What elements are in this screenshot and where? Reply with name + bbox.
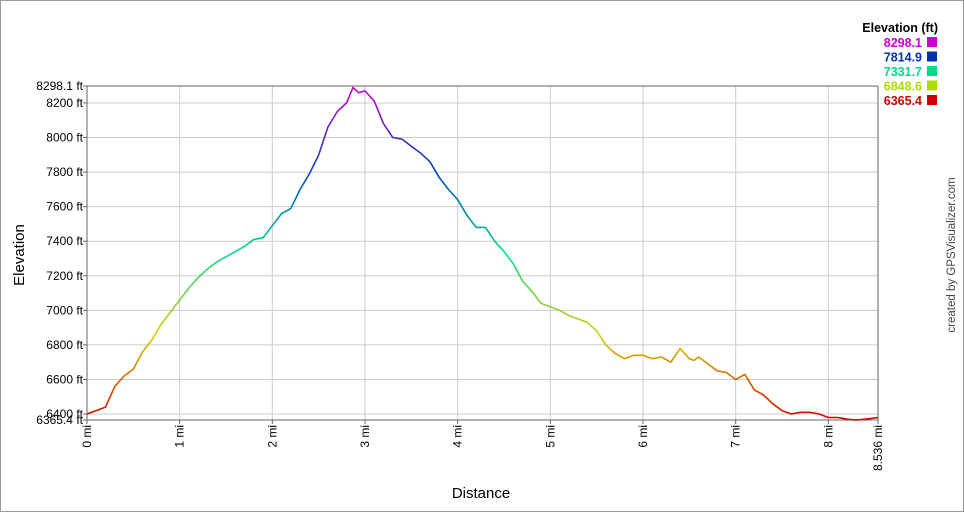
y-tick-label: 8200 ft [46,96,83,110]
y-tick-labels: 8298.1 ft 8200 ft 8000 ft 7800 ft 7600 ft 740… [36,79,83,427]
legend-value: 6365.4 [884,94,922,108]
x-tick-label: 1 mi [173,425,187,448]
legend-swatch [927,95,937,105]
y-tick-label: 6600 ft [46,372,83,386]
x-tick-label: 4 mi [451,425,465,448]
y-tick-label: 7400 ft [46,234,83,248]
legend-swatch [927,37,937,47]
legend-value: 7814.9 [884,51,922,65]
plot-area [87,86,878,420]
y-tick-label: 7800 ft [46,165,83,179]
y-tick-label: 8298.1 ft [36,79,83,93]
legend-swatch [927,52,937,62]
legend-value: 8298.1 [884,36,922,50]
x-tick-labels: 0 mi 1 mi 2 mi 3 mi 4 mi 5 mi 6 mi 7 mi 8 mi 8.53… [80,425,885,471]
x-tick-label: 5 mi [543,425,557,448]
legend-value: 6848.6 [884,80,922,94]
legend-swatch [927,66,937,76]
grid-lines [83,86,878,424]
x-tick-label: 2 mi [265,425,279,448]
x-axis-title: Distance [452,485,510,502]
legend-title: Elevation (ft) [862,21,938,35]
x-tick-label: 6 mi [636,425,650,448]
y-axis-title: Elevation [11,224,28,286]
y-tick-label: 6800 ft [46,338,83,352]
credit-text: created by GPSVisualizer.com [946,177,958,332]
legend-value: 7331.7 [884,65,922,79]
x-tick-label: 3 mi [358,425,372,448]
y-tick-label: 8000 ft [46,131,83,145]
legend-swatch [927,81,937,91]
x-tick-label: 7 mi [729,425,743,448]
y-tick-label: 7000 ft [46,303,83,317]
y-tick-label: 7600 ft [46,200,83,214]
x-tick-label: 0 mi [80,425,94,448]
x-tick-label: 8 mi [821,425,835,448]
y-tick-label: 7200 ft [46,269,83,283]
x-tick-label: 8.536 mi [871,425,885,471]
y-tick-label: 6365.4 ft [36,413,83,427]
